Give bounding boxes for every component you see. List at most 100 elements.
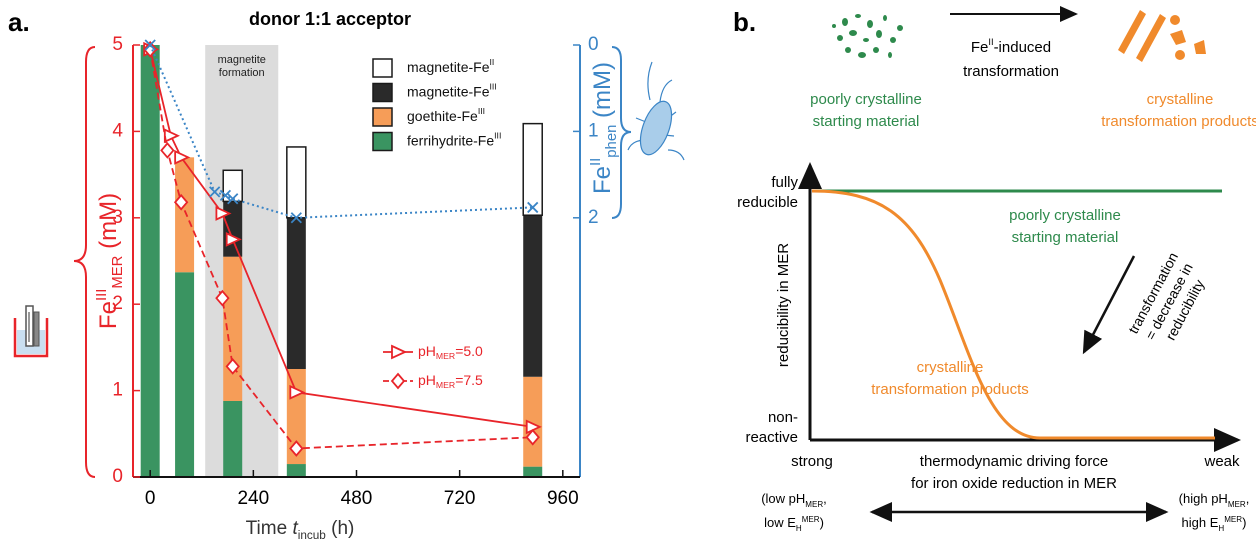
- curve-label: crystalline: [917, 359, 984, 376]
- condition-label: (high pHMER,: [1179, 491, 1250, 508]
- x-tick-label: 720: [444, 488, 476, 509]
- product-icon: [1118, 10, 1206, 62]
- diamond-marker: [173, 193, 189, 211]
- curve-label: poorly crystalline: [1009, 207, 1121, 224]
- x-tick-label: 960: [547, 488, 579, 509]
- text-segment: MER: [802, 515, 820, 524]
- text-segment: magnetite-Fe: [407, 59, 490, 75]
- y-tick-label: 2: [112, 293, 123, 314]
- series-line: [149, 44, 533, 219]
- legend-label: pHMER=5.0: [418, 343, 483, 362]
- bar-segment: [286, 146, 307, 219]
- x-axis-label: Time tincub (h): [246, 518, 355, 542]
- y-tick-label: 1: [112, 380, 123, 401]
- text-segment: MER: [805, 500, 823, 509]
- text-segment: Fe: [95, 301, 122, 329]
- x-marker: [144, 39, 156, 51]
- text-segment: (mM): [95, 193, 122, 256]
- text-segment: II: [588, 158, 604, 166]
- x-marker: [290, 212, 302, 224]
- text-segment: III: [494, 131, 501, 141]
- legend-label: magnetite-FeIII: [407, 82, 497, 99]
- bar-segment: [223, 400, 243, 477]
- text-segment: H: [1218, 524, 1224, 533]
- text-segment: ): [820, 515, 824, 530]
- triangle-marker: [174, 149, 191, 165]
- orange-curve: [811, 189, 1215, 440]
- y-top-label: reducible: [737, 194, 798, 211]
- product-label: transformation products: [1101, 113, 1256, 130]
- y-bottom-label: reactive: [745, 429, 798, 446]
- legend-label: ferrihydrite-FeIII: [407, 131, 501, 148]
- text-segment: MER: [436, 351, 455, 361]
- y2-axis-label: FeIIphen (mM): [588, 62, 620, 194]
- electrode-icon: [13, 305, 49, 358]
- text-segment: (low pH: [761, 491, 805, 506]
- legend-swatch: [372, 131, 393, 152]
- legend-label: magnetite-FeII: [407, 57, 494, 74]
- panel-label: b.: [733, 7, 756, 37]
- triangle-marker: [225, 231, 242, 247]
- arrow-label: FeII-induced: [971, 37, 1051, 56]
- diamond-marker: [289, 440, 304, 457]
- y-tick-label: 5: [112, 34, 123, 55]
- bar-segment: [286, 217, 306, 369]
- y-tick-label: 0: [112, 466, 123, 487]
- y2-tick-label: 1: [588, 120, 599, 141]
- triangle-marker: [289, 384, 306, 400]
- bar-segment: [523, 215, 543, 377]
- text-segment: II: [988, 37, 993, 47]
- legend-swatch: [372, 58, 393, 78]
- bar-segment: [523, 466, 543, 477]
- text-segment: (mM): [589, 62, 616, 125]
- y-tick-label: 3: [112, 207, 123, 228]
- diamond-marker: [525, 428, 540, 446]
- start-label: poorly crystalline: [810, 91, 922, 108]
- bar-segment: [175, 157, 195, 273]
- text-segment: MER: [110, 255, 126, 288]
- diamond-marker: [143, 40, 158, 58]
- right-brace: [611, 46, 632, 219]
- bar-segment: [286, 464, 306, 477]
- bar-segment: [523, 376, 543, 467]
- legend-swatch: [372, 107, 393, 127]
- start-label: starting material: [813, 113, 920, 130]
- legend-label: pHMER=7.5: [418, 372, 483, 391]
- triangle-marker: [215, 206, 232, 221]
- diamond-marker: [215, 289, 230, 307]
- condition-label: high EHMER): [1182, 515, 1247, 533]
- diamond-marker: [225, 358, 240, 375]
- text-segment: Time: [246, 518, 293, 539]
- arrow-label: transformation: [963, 63, 1059, 80]
- text-segment: II: [489, 57, 494, 67]
- text-segment: ,: [1246, 491, 1250, 506]
- bar-segment: [175, 272, 195, 477]
- x-left-label: strong: [791, 453, 833, 470]
- shaded-label: magnetite: [218, 54, 266, 66]
- curve-label: starting material: [1012, 229, 1119, 246]
- chart-title: donor 1:1 acceptor: [249, 9, 411, 29]
- x-axis-label: for iron oxide reduction in MER: [911, 475, 1117, 492]
- shaded-label: formation: [219, 67, 265, 79]
- text-segment: (high pH: [1179, 491, 1228, 506]
- legend-marker: [391, 344, 408, 360]
- bar-segment: [223, 201, 243, 257]
- x-tick-label: 0: [145, 488, 156, 509]
- text-segment: III: [94, 289, 110, 301]
- x-tick-label: 480: [341, 488, 373, 509]
- text-segment: (h): [326, 518, 355, 539]
- bar-segment: [140, 45, 160, 477]
- text-segment: low E: [764, 515, 796, 530]
- triangle-marker: [163, 128, 180, 144]
- text-segment: high E: [1182, 515, 1219, 530]
- y-tick-label: 4: [112, 120, 123, 141]
- text-segment: III: [489, 82, 496, 92]
- panel-label: a.: [8, 7, 30, 37]
- x-axis-label: thermodynamic driving force: [920, 453, 1108, 470]
- text-segment: III: [478, 106, 485, 116]
- text-segment: pH: [418, 372, 436, 388]
- text-segment: ,: [823, 491, 827, 506]
- text-segment: incub: [298, 529, 327, 542]
- condition-label: (low pHMER,: [761, 491, 827, 508]
